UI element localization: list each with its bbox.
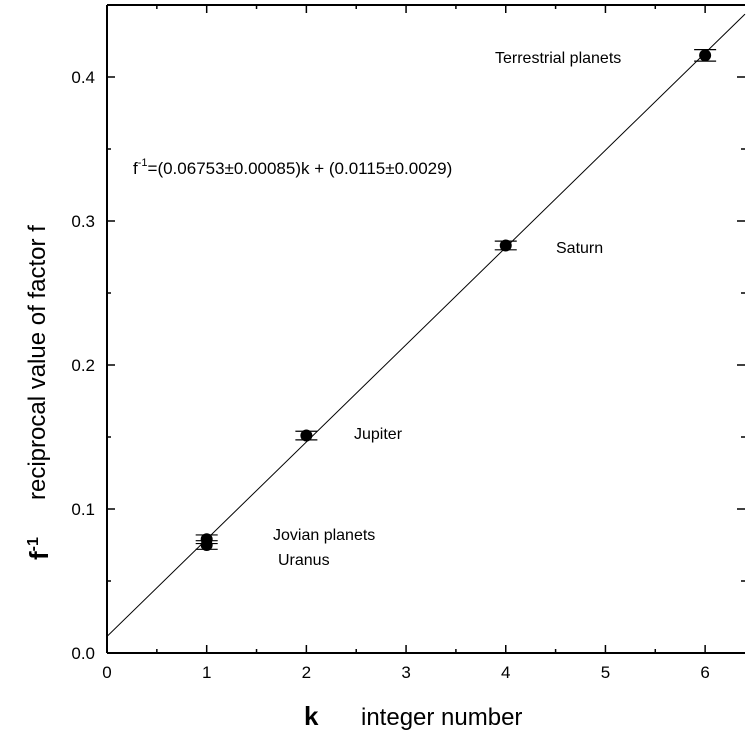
y-axis-symbol-base: f (24, 551, 54, 560)
data-point (195, 533, 218, 546)
x-tick-label: 6 (700, 663, 709, 682)
annotation-saturn: Saturn (556, 240, 603, 257)
y-axis-title: f-1 reciprocal value of factor f (24, 225, 54, 560)
fit-equation-exponent: -1 (138, 157, 148, 169)
x-tick-label: 5 (601, 663, 610, 682)
data-point (494, 239, 517, 252)
axis-ticks (106, 4, 745, 654)
fit-line (106, 13, 746, 637)
axes-frame (106, 4, 745, 654)
y-tick-label: 0.1 (71, 500, 95, 519)
data-marker (499, 239, 512, 252)
data-marker (300, 429, 313, 442)
y-axis-symbol-exponent: -1 (25, 537, 42, 551)
x-tick-label: 4 (501, 663, 510, 682)
y-tick-label: 0.2 (71, 356, 95, 375)
x-tick-label: 0 (102, 663, 111, 682)
y-tick-label: 0.0 (71, 644, 95, 663)
y-axis-symbol: f-1 (24, 537, 54, 560)
fit-equation-body: =(0.06753±0.00085)k + (0.0115±0.0029) (148, 159, 453, 178)
annotation-uranus: Uranus (278, 552, 330, 569)
annotation-jovian-planets: Jovian planets (273, 527, 375, 544)
x-tick-label: 2 (302, 663, 311, 682)
data-marker (699, 49, 712, 62)
fit-equation-prefix: f (133, 159, 138, 178)
tick-labels: 0 1 2 3 4 5 6 0.0 0.1 0.2 0.3 0.4 (71, 68, 710, 682)
data-marker (200, 533, 213, 546)
y-tick-label: 0.3 (71, 212, 95, 231)
x-axis-symbol: k (304, 701, 319, 731)
x-tick-label: 1 (202, 663, 211, 682)
y-axis-label: reciprocal value of factor f (24, 225, 51, 500)
annotation-jupiter: Jupiter (354, 426, 403, 443)
data-point (694, 49, 717, 62)
x-tick-label: 3 (401, 663, 410, 682)
data-points-layer (195, 49, 717, 551)
annotation-terrestrial-planets: Terrestrial planets (495, 50, 621, 67)
fit-line-layer (106, 13, 746, 637)
data-point (295, 429, 318, 442)
fit-equation: f-1=(0.06753±0.00085)k + (0.0115±0.0029) (133, 157, 452, 178)
x-axis-label: integer number (361, 704, 522, 731)
y-tick-label: 0.4 (71, 68, 95, 87)
